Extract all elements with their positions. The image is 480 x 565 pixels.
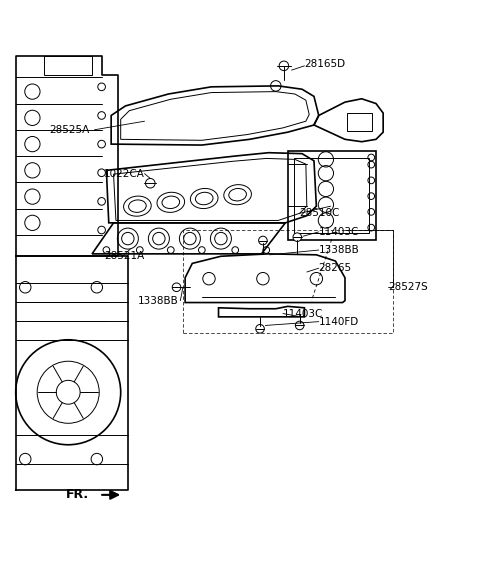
Text: 1338BB: 1338BB <box>137 295 178 306</box>
Bar <box>348 112 372 131</box>
Circle shape <box>279 61 288 71</box>
Text: 28525A: 28525A <box>49 125 89 135</box>
Text: 28165D: 28165D <box>304 59 346 69</box>
Circle shape <box>259 236 267 245</box>
Text: 1338BB: 1338BB <box>319 245 360 255</box>
Text: 1140FD: 1140FD <box>319 316 359 327</box>
Text: 28265: 28265 <box>319 263 352 273</box>
Bar <box>183 230 393 333</box>
Text: 28521A: 28521A <box>104 251 144 261</box>
Circle shape <box>293 233 301 241</box>
Text: FR.: FR. <box>66 488 89 501</box>
Circle shape <box>172 283 181 292</box>
Bar <box>44 56 92 75</box>
Circle shape <box>145 179 155 188</box>
Circle shape <box>256 324 264 333</box>
Circle shape <box>295 321 304 330</box>
Text: 11403C: 11403C <box>283 308 324 319</box>
Bar <box>288 151 376 240</box>
Text: 11403C: 11403C <box>319 227 359 237</box>
Text: 28527S: 28527S <box>388 282 428 292</box>
Bar <box>294 158 369 233</box>
Text: 1022CA: 1022CA <box>104 169 145 179</box>
Text: 28510C: 28510C <box>300 208 340 218</box>
